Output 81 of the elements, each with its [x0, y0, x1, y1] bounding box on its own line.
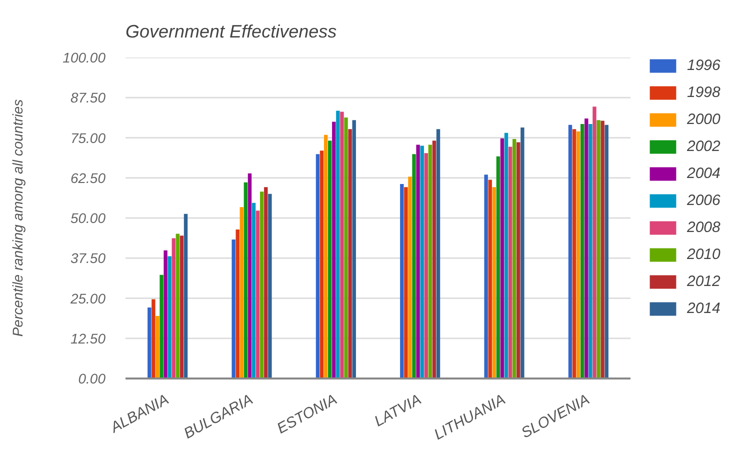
y-tick-label: 12.50: [70, 330, 106, 346]
bar: [596, 120, 600, 378]
bar: [148, 308, 152, 378]
bar: [436, 129, 440, 378]
bar: [412, 154, 416, 378]
bar: [240, 207, 244, 378]
y-tick-label: 25.00: [69, 290, 106, 306]
legend-label: 2014: [687, 300, 720, 317]
bar: [580, 124, 584, 378]
bar: [172, 238, 176, 378]
bar: [504, 132, 508, 378]
bar: [344, 118, 348, 378]
bar: [584, 118, 588, 378]
bar: [600, 120, 604, 378]
bar: [432, 140, 436, 378]
bar: [420, 146, 424, 378]
bar: [332, 122, 336, 378]
bar: [328, 140, 332, 378]
legend-label: 1998: [687, 84, 720, 101]
bar: [336, 110, 340, 378]
y-tick-label: 50.00: [70, 210, 106, 226]
y-tick-label: 87.50: [70, 90, 106, 106]
legend-label: 2010: [687, 246, 720, 263]
bar: [492, 187, 496, 378]
bar: [604, 124, 608, 378]
legend-label: 2006: [687, 192, 720, 209]
bar: [588, 124, 592, 378]
bar: [568, 124, 572, 378]
bar: [404, 187, 408, 378]
bar: [348, 129, 352, 378]
bar: [156, 316, 160, 378]
bar: [320, 150, 324, 378]
y-tick-label: 62.50: [70, 170, 106, 186]
bar: [516, 142, 520, 378]
bar: [256, 210, 260, 378]
bar: [592, 106, 596, 378]
bar: [152, 299, 156, 378]
y-tick-label: 0.00: [78, 370, 106, 386]
bar: [176, 234, 180, 378]
legend-label: 2008: [687, 219, 720, 236]
legend-label: 2002: [687, 138, 720, 155]
bar: [184, 214, 188, 378]
bar: [500, 138, 504, 378]
y-axis-title: Percentile ranking among all countries: [10, 99, 26, 337]
chart-title: Government Effectiveness: [126, 22, 337, 42]
bar: [408, 176, 412, 378]
legend-label: 2004: [687, 165, 720, 182]
bar: [576, 131, 580, 378]
bar: [248, 173, 252, 378]
bar: [264, 187, 268, 378]
bar: [168, 256, 172, 378]
bar: [316, 154, 320, 378]
y-tick-label: 37.50: [70, 250, 106, 266]
bar: [244, 182, 248, 378]
bar: [236, 230, 240, 378]
bar: [352, 120, 356, 378]
legend-label: 1996: [687, 57, 720, 74]
y-tick-label: 100.00: [62, 50, 106, 66]
bar: [252, 202, 256, 378]
bar: [484, 174, 488, 378]
bar: [488, 180, 492, 378]
bar: [428, 144, 432, 378]
bar: [232, 240, 236, 378]
bar: [416, 144, 420, 378]
bar: [424, 153, 428, 378]
bar: [268, 194, 272, 378]
bar: [260, 192, 264, 378]
bar: [496, 156, 500, 378]
y-tick-label: 75.00: [70, 130, 106, 146]
bar: [572, 129, 576, 378]
legend-label: 2012: [687, 273, 720, 290]
bar: [340, 112, 344, 378]
bar: [324, 134, 328, 378]
bar: [160, 274, 164, 378]
bar: [508, 146, 512, 378]
bar: [520, 127, 524, 378]
bar: [164, 250, 168, 378]
bar: [400, 184, 404, 378]
legend-label: 2000: [687, 111, 720, 128]
bar: [512, 139, 516, 378]
bar: [180, 236, 184, 378]
